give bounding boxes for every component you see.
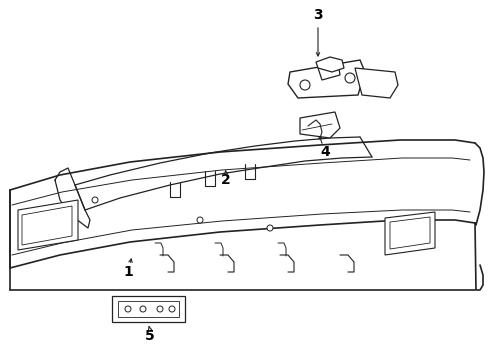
Polygon shape xyxy=(112,296,185,322)
Polygon shape xyxy=(10,220,475,290)
Circle shape xyxy=(300,80,310,90)
Polygon shape xyxy=(300,112,340,138)
Circle shape xyxy=(345,73,355,83)
Polygon shape xyxy=(390,217,430,249)
Circle shape xyxy=(92,197,98,203)
Circle shape xyxy=(267,225,273,231)
Polygon shape xyxy=(18,200,78,250)
Circle shape xyxy=(140,306,146,312)
Polygon shape xyxy=(22,206,72,245)
Text: 1: 1 xyxy=(123,265,133,279)
Circle shape xyxy=(157,306,163,312)
Polygon shape xyxy=(318,62,340,80)
Polygon shape xyxy=(355,68,398,98)
Polygon shape xyxy=(288,60,365,98)
Polygon shape xyxy=(385,212,435,255)
Circle shape xyxy=(197,217,203,223)
Text: 4: 4 xyxy=(320,145,330,159)
Polygon shape xyxy=(316,57,344,72)
Text: 5: 5 xyxy=(145,329,155,343)
Circle shape xyxy=(169,306,175,312)
Text: 3: 3 xyxy=(313,8,323,22)
Polygon shape xyxy=(118,301,179,317)
Text: 2: 2 xyxy=(221,173,231,187)
Circle shape xyxy=(125,306,131,312)
